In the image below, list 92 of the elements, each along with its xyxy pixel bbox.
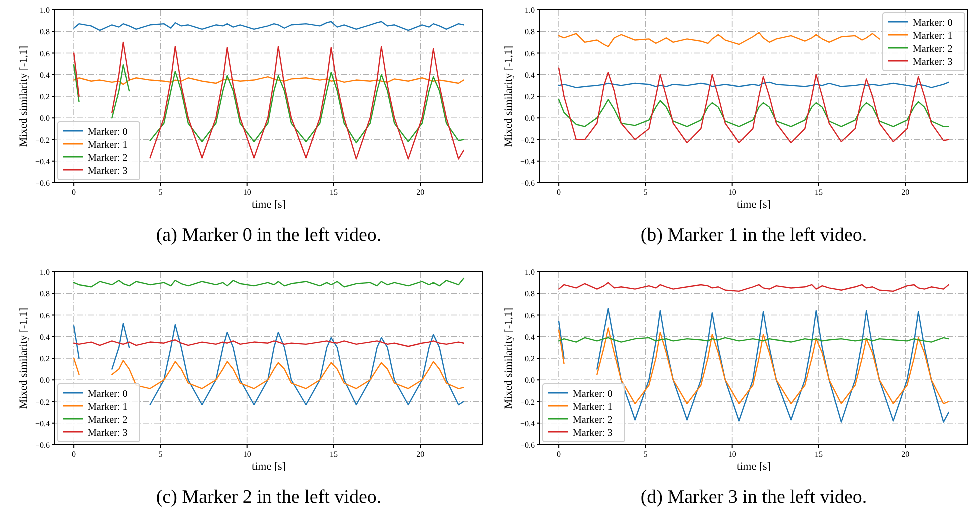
y-tick-label: 0.8 <box>40 290 50 299</box>
y-tick-label: −0.4 <box>520 419 535 428</box>
y-tick-label: 0.2 <box>40 92 50 102</box>
x-tick-label: 5 <box>644 188 648 197</box>
y-tick-label: −0.4 <box>520 157 535 166</box>
x-axis-title: time [s] <box>737 461 771 473</box>
line-series <box>73 278 465 288</box>
y-tick-label: −0.4 <box>35 419 50 428</box>
y-tick-label: 0.4 <box>525 70 535 80</box>
y-tick-label: 0.2 <box>40 354 50 364</box>
x-tick-label: 20 <box>902 188 910 197</box>
y-tick-label: 0.4 <box>40 332 50 342</box>
y-tick-label: 0.4 <box>40 70 50 80</box>
y-tick-label: 0.0 <box>40 114 50 124</box>
text: (c) Marker 2 in the left video. <box>156 487 382 508</box>
legend-label: Marker: 2 <box>88 415 128 426</box>
line-series <box>558 282 950 292</box>
x-tick-label: 5 <box>158 450 163 459</box>
x-tick-label: 5 <box>158 188 163 197</box>
x-axis-title: time [s] <box>252 199 286 211</box>
y-tick-label: −0.2 <box>35 398 50 407</box>
x-tick-label: 0 <box>72 188 76 197</box>
x-tick-label: 15 <box>814 188 823 197</box>
line-series <box>73 76 465 86</box>
y-tick-label: 0.8 <box>525 28 535 37</box>
y-axis-title: Mixed similarity [-1,1] <box>18 308 30 410</box>
y-tick-label: −0.6 <box>520 179 535 188</box>
x-tick-label: 20 <box>902 450 910 459</box>
y-tick-label: −0.4 <box>35 157 50 166</box>
y-tick-label: 1.0 <box>40 268 50 277</box>
x-tick-label: 15 <box>330 188 338 197</box>
line-series <box>558 99 950 128</box>
x-tick-label: 0 <box>557 450 562 459</box>
y-tick-label: 0.0 <box>525 114 535 124</box>
legend-label: Marker: 2 <box>573 415 613 426</box>
y-tick-label: 0.8 <box>525 290 535 299</box>
x-tick-label: 10 <box>728 188 736 197</box>
y-tick-label: −0.6 <box>520 441 535 450</box>
y-tick-label: −0.6 <box>35 179 50 188</box>
legend-label: Marker: 0 <box>573 389 613 400</box>
y-tick-label: 0.6 <box>40 311 50 320</box>
x-tick-label: 20 <box>416 450 425 459</box>
text: (b) Marker 1 in the left video. <box>640 225 868 246</box>
legend-label: Marker: 1 <box>913 31 953 42</box>
y-tick-label: 0.0 <box>40 376 50 386</box>
x-tick-label: 10 <box>728 450 736 459</box>
legend-label: Marker: 0 <box>88 389 128 400</box>
x-axis-title: time [s] <box>252 461 286 473</box>
line-series <box>558 32 880 48</box>
legend-label: Marker: 0 <box>913 18 953 29</box>
x-tick-label: 0 <box>72 450 76 459</box>
x-tick-label: 15 <box>330 450 338 459</box>
y-axis-title: Mixed similarity [-1,1] <box>503 46 515 148</box>
x-tick-label: 0 <box>557 188 562 197</box>
line-series <box>73 340 465 348</box>
text: (a) Marker 0 in the left video. <box>156 225 382 246</box>
y-axis-title: Mixed similarity [-1,1] <box>503 308 515 410</box>
legend-label: Marker: 3 <box>88 166 128 177</box>
y-tick-label: −0.6 <box>35 441 50 450</box>
y-tick-label: 0.0 <box>525 376 535 386</box>
x-tick-label: 20 <box>416 188 425 197</box>
legend-label: Marker: 1 <box>88 140 128 151</box>
x-tick-label: 10 <box>243 188 252 197</box>
x-tick-label: 10 <box>243 450 252 459</box>
legend-label: Marker: 3 <box>573 428 613 439</box>
legend-label: Marker: 1 <box>573 402 613 413</box>
y-tick-label: 1.0 <box>525 268 535 277</box>
y-tick-label: 0.8 <box>40 28 50 37</box>
y-tick-label: −0.2 <box>520 136 535 145</box>
legend-label: Marker: 3 <box>88 428 128 439</box>
legend-label: Marker: 2 <box>88 153 128 164</box>
legend-label: Marker: 2 <box>913 44 953 55</box>
text: (d) Marker 3 in the left video. <box>640 487 868 508</box>
y-tick-label: −0.2 <box>35 136 50 145</box>
y-tick-label: −0.2 <box>520 398 535 407</box>
legend-label: Marker: 0 <box>88 127 128 138</box>
x-axis-title: time [s] <box>737 199 771 211</box>
y-tick-label: 1.0 <box>40 6 50 15</box>
legend-label: Marker: 1 <box>88 402 128 413</box>
y-tick-label: 0.6 <box>525 311 535 320</box>
y-tick-label: 0.2 <box>525 92 535 102</box>
y-tick-label: 0.6 <box>40 49 50 58</box>
y-axis-title: Mixed similarity [-1,1] <box>18 46 30 148</box>
y-tick-label: 1.0 <box>525 6 535 15</box>
y-tick-label: 0.2 <box>525 354 535 364</box>
line-series <box>558 68 950 144</box>
legend-label: Marker: 3 <box>913 57 953 68</box>
line-series <box>73 21 465 32</box>
y-tick-label: 0.4 <box>525 332 535 342</box>
x-tick-label: 5 <box>644 450 648 459</box>
x-tick-label: 15 <box>814 450 823 459</box>
y-tick-label: 0.6 <box>525 49 535 58</box>
